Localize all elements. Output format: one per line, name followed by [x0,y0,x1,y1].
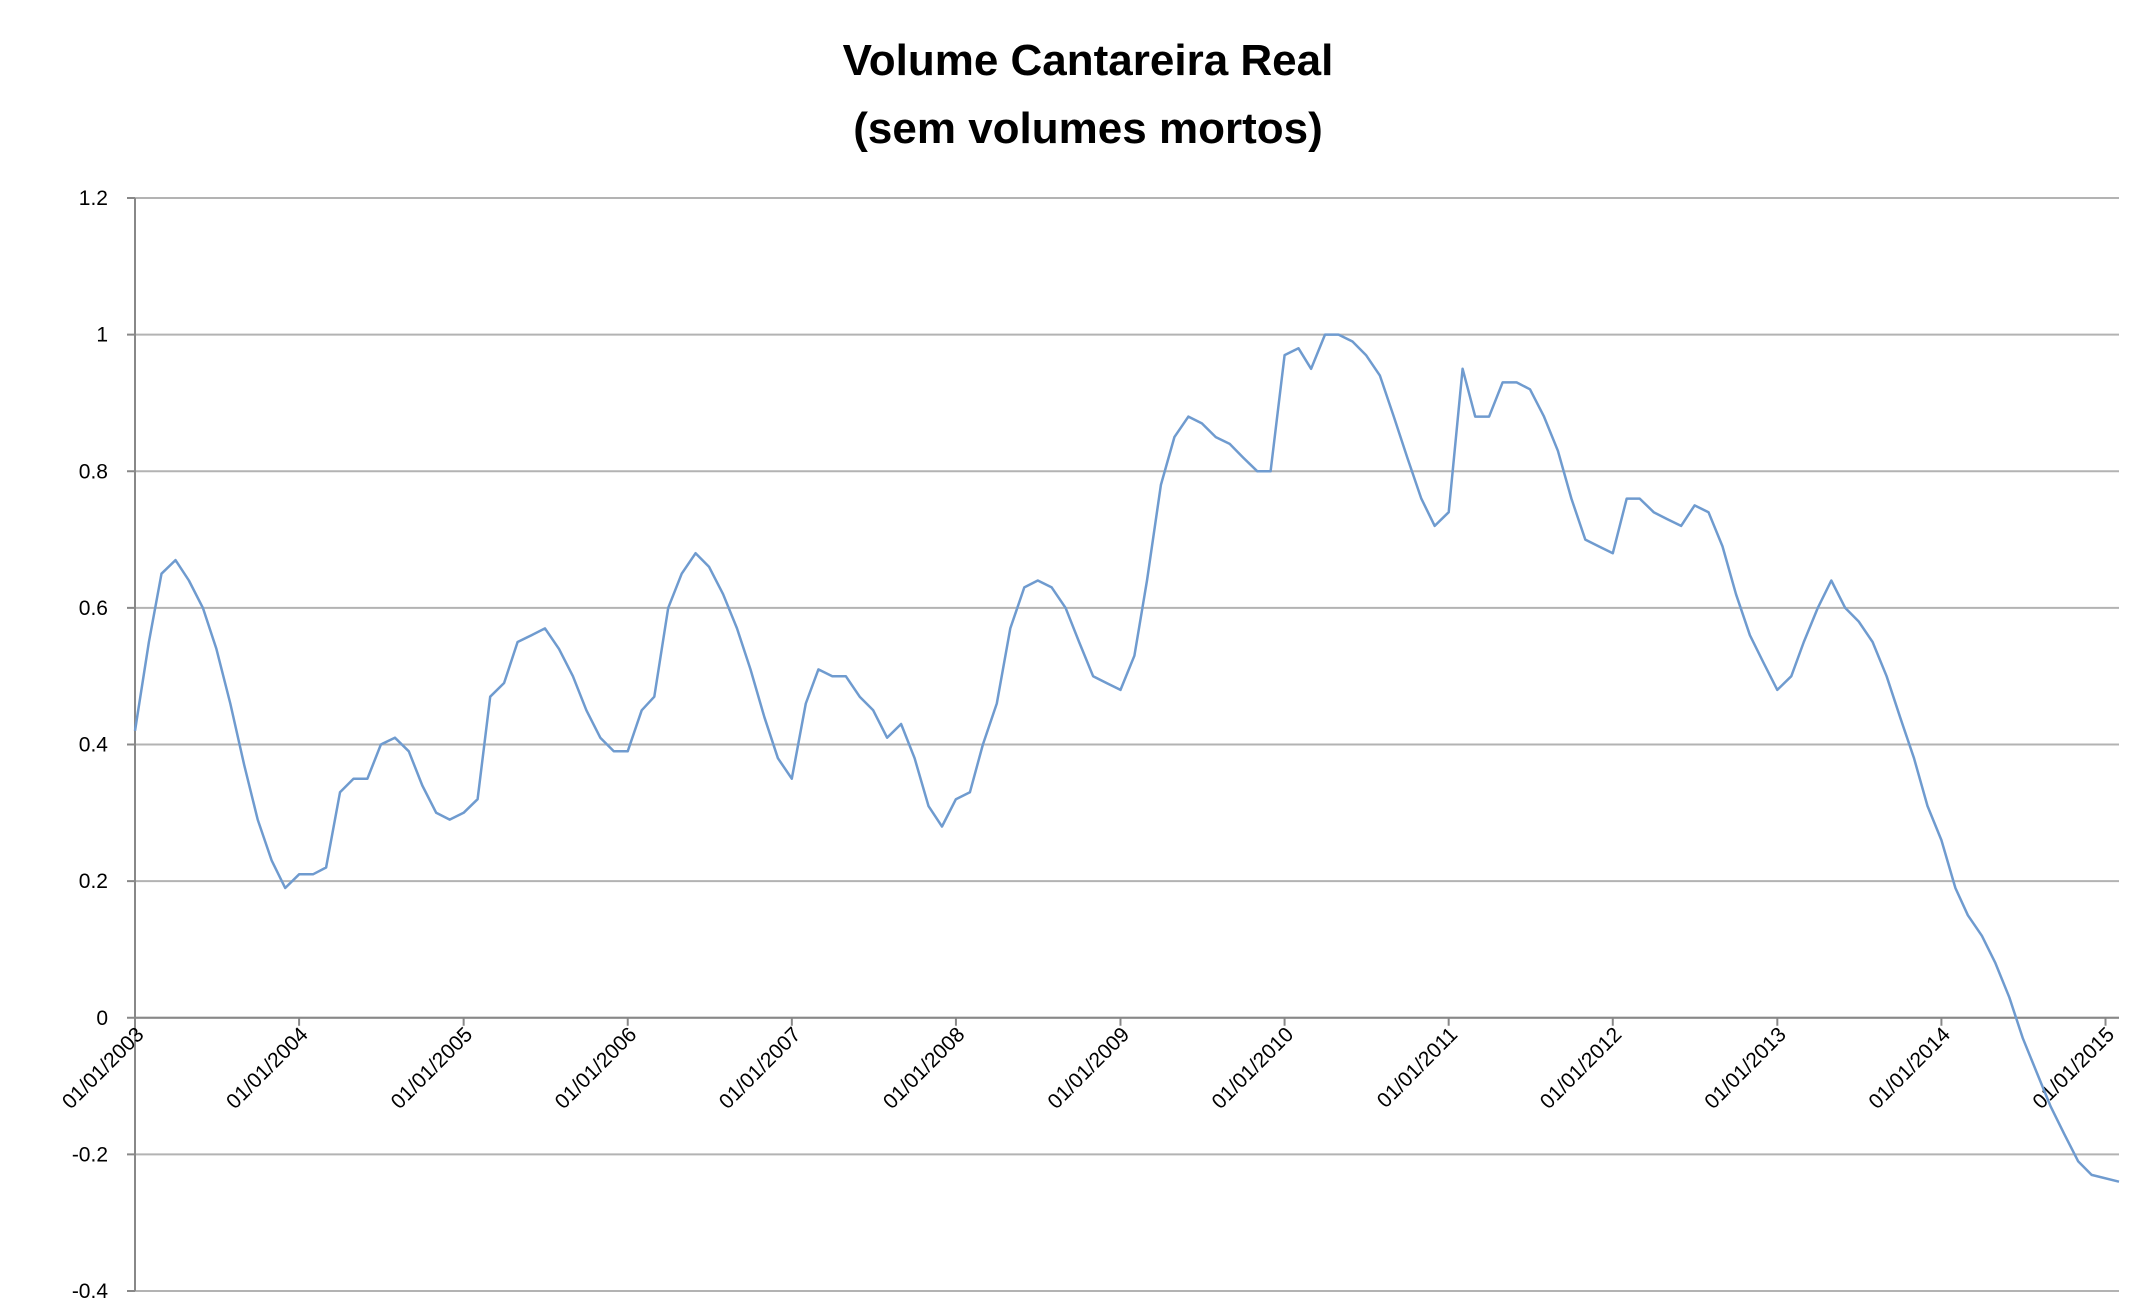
x-tick-label: 01/01/2004 [222,1023,313,1114]
x-tick-label: 01/01/2010 [1208,1023,1299,1114]
y-tick-label: 0.6 [79,597,108,620]
y-tick-label: -0.2 [72,1143,108,1166]
x-tick-label: 01/01/2005 [387,1023,478,1114]
y-tick-label: 0.8 [79,460,108,483]
x-tick-label: 01/01/2014 [1864,1023,1955,1114]
x-tick-label: 01/01/2011 [1373,1023,1462,1112]
chart-subtitle: (sem volumes mortos) [853,104,1322,153]
x-tick-label: 01/01/2009 [1043,1023,1134,1114]
y-tick-label: 0.2 [79,870,108,893]
x-tick-label: 01/01/2007 [715,1023,806,1114]
y-tick-label: 0 [96,1007,108,1030]
x-tick-label: 01/01/2006 [551,1023,642,1114]
x-tick-label: 01/01/2013 [1700,1023,1791,1114]
x-tick-label: 01/01/2015 [2028,1023,2119,1114]
y-tick-label: 1.2 [79,187,108,210]
x-tick-label: 01/01/2012 [1536,1023,1627,1114]
y-tick-label: 1 [96,324,108,347]
y-tick-label: 0.4 [79,734,109,757]
y-tick-label: -0.4 [72,1280,109,1303]
chart-title: Volume Cantareira Real [843,36,1334,85]
data-line [133,333,2120,1183]
x-tick-label: 01/01/2008 [879,1023,970,1114]
